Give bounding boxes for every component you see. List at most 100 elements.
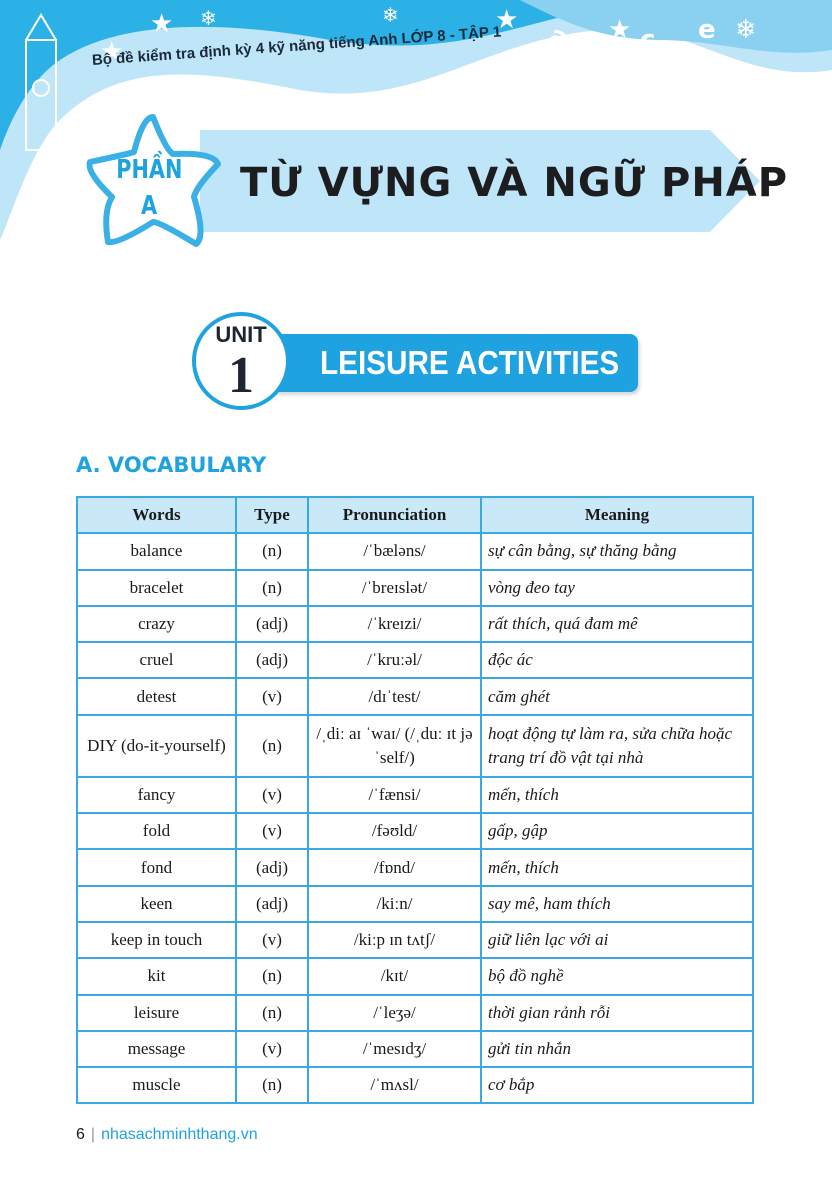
star-icon: ★ [608,15,631,45]
pronunciation-cell: /ˈbreɪslət/ [307,568,482,607]
decor-letter-e: e [698,15,716,45]
table-row: fold (v)/fəʊld/gấp, gập [76,812,754,851]
type-cell: (v) [235,812,309,851]
pronunciation-cell: /ˈkruːəl/ [307,641,482,680]
pronunciation-cell: /kiːp ɪn tʌtʃ/ [307,920,482,960]
table-row: fancy (v)/ˈfænsi/mến, thích [76,775,754,815]
header-type: Type [235,495,309,535]
meaning-cell: gấp, gập [480,812,754,851]
type-cell: (adj) [235,604,309,644]
pronunciation-cell: /dɪˈtest/ [307,677,482,716]
pronunciation-cell: /fɒnd/ [307,848,482,887]
word-cell: fond [76,848,237,887]
decor-letter-b: b [581,42,605,75]
star-badge [86,114,221,247]
type-cell: (v) [235,677,309,716]
star-icon: ★ [100,37,123,67]
type-cell: (n) [235,993,309,1032]
table-row: cruel (adj)/ˈkruːəl/độc ác [76,641,754,680]
word-cell: message [76,1029,237,1069]
unit-label: UNIT [215,322,267,347]
table-row: fond (adj)/fɒnd/mến, thích [76,848,754,887]
unit-title: LEISURE ACTIVITIES [320,344,620,381]
table-row: message (v)/ˈmesɪdʒ/gửi tin nhắn [76,1029,754,1069]
pronunciation-cell: /ˈfænsi/ [307,775,482,815]
pronunciation-cell: /fəʊld/ [307,812,482,851]
type-cell: (v) [235,775,309,815]
header-meaning: Meaning [480,495,754,535]
header-words: Words [76,495,237,535]
meaning-cell: giữ liên lạc với ai [480,920,754,960]
decor-letter-c: c [640,25,655,55]
meaning-cell: căm ghét [480,677,754,716]
type-cell: (n) [235,532,309,571]
header-wave-decoration: a b c e ★★ ★ ★ ❄ ❄ ❄ [0,0,832,240]
type-cell: (n) [235,957,309,996]
snowflake-icon: ❄ [735,15,757,45]
type-cell: (adj) [235,848,309,887]
meaning-cell: cơ bắp [480,1066,754,1105]
meaning-cell: rất thích, quá đam mê [480,604,754,644]
meaning-cell: bộ đồ nghề [480,957,754,996]
unit-badge [192,312,290,410]
footer: 6 | nhasachminhthang.vn [76,1126,258,1143]
table-row: balance (n)/ˈbæləns/sự cân bằng, sự thăng… [76,532,754,571]
word-cell: muscle [76,1066,237,1105]
part-title: TỪ VỰNG VÀ NGỮ PHÁP [240,160,789,206]
table-row: keep in touch (v)/kiːp ɪn tʌtʃ/giữ liên l… [76,920,754,960]
type-cell: (n) [235,713,309,778]
section-title: A. VOCABULARY [76,453,267,477]
meaning-cell: mến, thích [480,775,754,815]
table-row: kit (n)/kɪt/bộ đồ nghề [76,957,754,996]
star-icon: ★ [150,9,173,39]
meaning-cell: hoạt động tự làm ra, sửa chữa hoặc trang… [480,713,754,778]
table-row: detest (v)/dɪˈtest/căm ghét [76,677,754,716]
star-icon: ★ [495,5,518,35]
word-cell: balance [76,532,237,571]
type-cell: (n) [235,568,309,607]
table-row: DIY (do-it-yourself) (n)/ˌdiː aɪ ˈwaɪ/ (/… [76,713,754,778]
header-pronunciation: Pronunciation [307,495,482,535]
pronunciation-cell: /ˌdiː aɪ ˈwaɪ/ (/ˌduː ɪt jəˈself/) [307,713,482,778]
type-cell: (adj) [235,884,309,923]
table-row: leisure (n)/ˈleʒə/thời gian rảnh rỗi [76,993,754,1032]
word-cell: kit [76,957,237,996]
meaning-cell: thời gian rảnh rỗi [480,993,754,1032]
meaning-cell: mến, thích [480,848,754,887]
table-header: Words Type Pronunciation Meaning [76,495,754,535]
meaning-cell: say mê, ham thích [480,884,754,923]
table-row: bracelet (n)/ˈbreɪslət/vòng đeo tay [76,568,754,607]
website-link[interactable]: nhasachminhthang.vn [101,1126,258,1143]
type-cell: (n) [235,1066,309,1105]
snowflake-icon: ❄ [200,6,217,30]
type-cell: (adj) [235,641,309,680]
table-row: muscle (n)/ˈmʌsl/cơ bắp [76,1066,754,1105]
page-number: 6 [76,1126,85,1143]
word-cell: cruel [76,641,237,680]
word-cell: fancy [76,775,237,815]
clock-tower-icon [25,39,57,151]
unit-banner [262,334,638,392]
table-row: keen (adj)/kiːn/say mê, ham thích [76,884,754,923]
part-label: PHẦN A [116,155,183,221]
meaning-cell: vòng đeo tay [480,568,754,607]
pronunciation-cell: /ˈkreɪzi/ [307,604,482,644]
word-cell: DIY (do-it-yourself) [76,713,237,778]
word-cell: detest [76,677,237,716]
word-cell: crazy [76,604,237,644]
pronunciation-cell: /ˈmesɪdʒ/ [307,1029,482,1069]
meaning-cell: sự cân bằng, sự thăng bằng [480,532,754,571]
word-cell: bracelet [76,568,237,607]
pronunciation-cell: /ˈleʒə/ [307,993,482,1032]
vocabulary-table: Words Type Pronunciation Meaning balance… [76,495,754,1105]
pronunciation-cell: /ˈbæləns/ [307,532,482,571]
word-cell: leisure [76,993,237,1032]
table-row: crazy (adj)/ˈkreɪzi/rất thích, quá đam mê [76,604,754,644]
meaning-cell: gửi tin nhắn [480,1029,754,1069]
unit-number: 1 [228,347,254,404]
word-cell: fold [76,812,237,851]
pronunciation-cell: /kiːn/ [307,884,482,923]
snowflake-icon: ❄ [382,3,399,27]
type-cell: (v) [235,920,309,960]
type-cell: (v) [235,1029,309,1069]
